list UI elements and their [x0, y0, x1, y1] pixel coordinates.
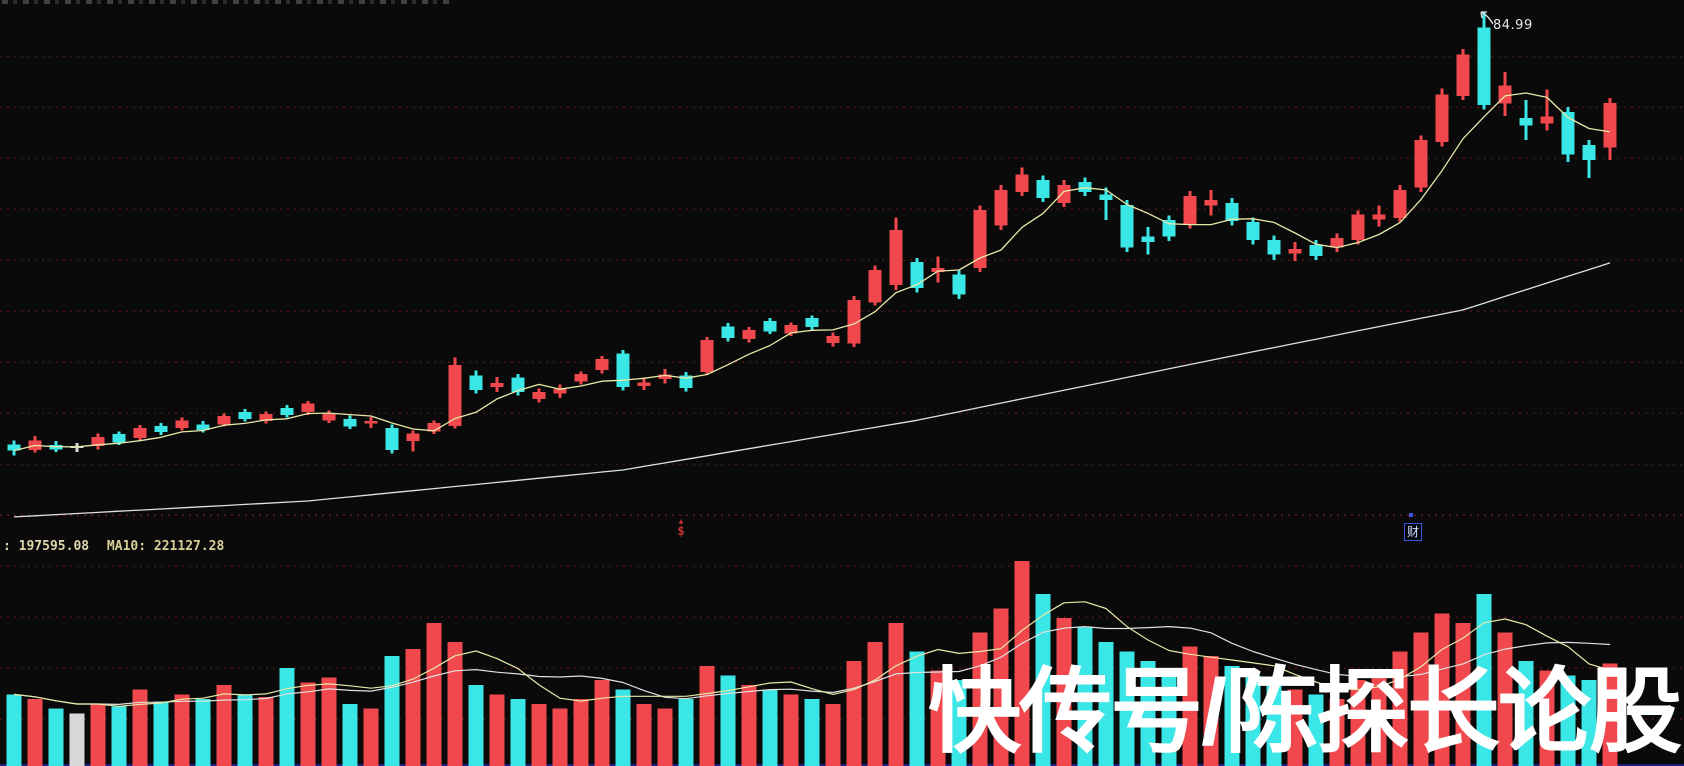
volume-ma-readout: : 197595.08 MA10: 221127.28	[3, 539, 224, 554]
news-event-dot-icon	[1409, 513, 1413, 517]
channel-watermark: 快传号/陈探长论股	[928, 660, 1682, 765]
dollar-event-icon: $	[677, 524, 685, 538]
finance-news-event-marker[interactable]: 财	[1404, 523, 1422, 541]
event-up-arrow-icon: ▲	[678, 518, 684, 525]
clipped-indicator-text-fragments	[2, 0, 452, 4]
volume-ma10-value: MA10: 221127.28	[106, 539, 225, 554]
peak-price-label: 84.99	[1493, 18, 1533, 33]
volume-ma5-value: : 197595.08	[3, 539, 90, 554]
peak-arrow-icon	[1480, 11, 1494, 25]
peak-price-annotation: 84.99	[1480, 11, 1533, 33]
dividend-event-marker[interactable]: ▲ $	[672, 518, 690, 538]
